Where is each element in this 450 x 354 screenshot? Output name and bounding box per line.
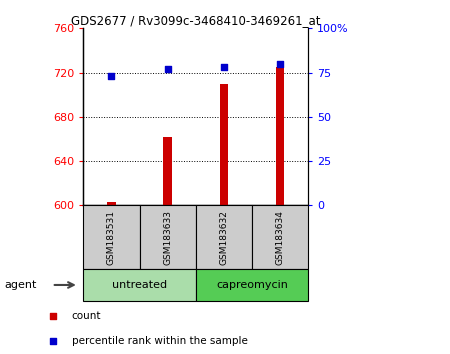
Bar	[276, 67, 284, 205]
Bar	[83, 269, 196, 301]
Text: agent: agent	[4, 280, 37, 290]
Point	[164, 66, 171, 72]
Text: GDS2677 / Rv3099c-3468410-3469261_at: GDS2677 / Rv3099c-3468410-3469261_at	[71, 14, 320, 27]
Text: untreated: untreated	[112, 280, 167, 290]
Point	[49, 338, 56, 344]
Point	[108, 73, 115, 79]
Text: capreomycin: capreomycin	[216, 280, 288, 290]
Text: GSM183634: GSM183634	[275, 210, 284, 265]
Text: count: count	[72, 311, 101, 321]
Bar	[252, 205, 308, 269]
Bar	[196, 205, 252, 269]
Point	[49, 313, 56, 319]
Bar	[140, 205, 196, 269]
Bar	[83, 205, 140, 269]
Point	[220, 64, 227, 70]
Bar	[107, 202, 116, 205]
Text: GSM183531: GSM183531	[107, 210, 116, 265]
Bar	[220, 84, 228, 205]
Text: GSM183633: GSM183633	[163, 210, 172, 265]
Bar	[196, 269, 308, 301]
Point	[276, 61, 284, 67]
Text: GSM183632: GSM183632	[220, 210, 228, 265]
Text: percentile rank within the sample: percentile rank within the sample	[72, 336, 248, 346]
Bar	[163, 137, 172, 205]
